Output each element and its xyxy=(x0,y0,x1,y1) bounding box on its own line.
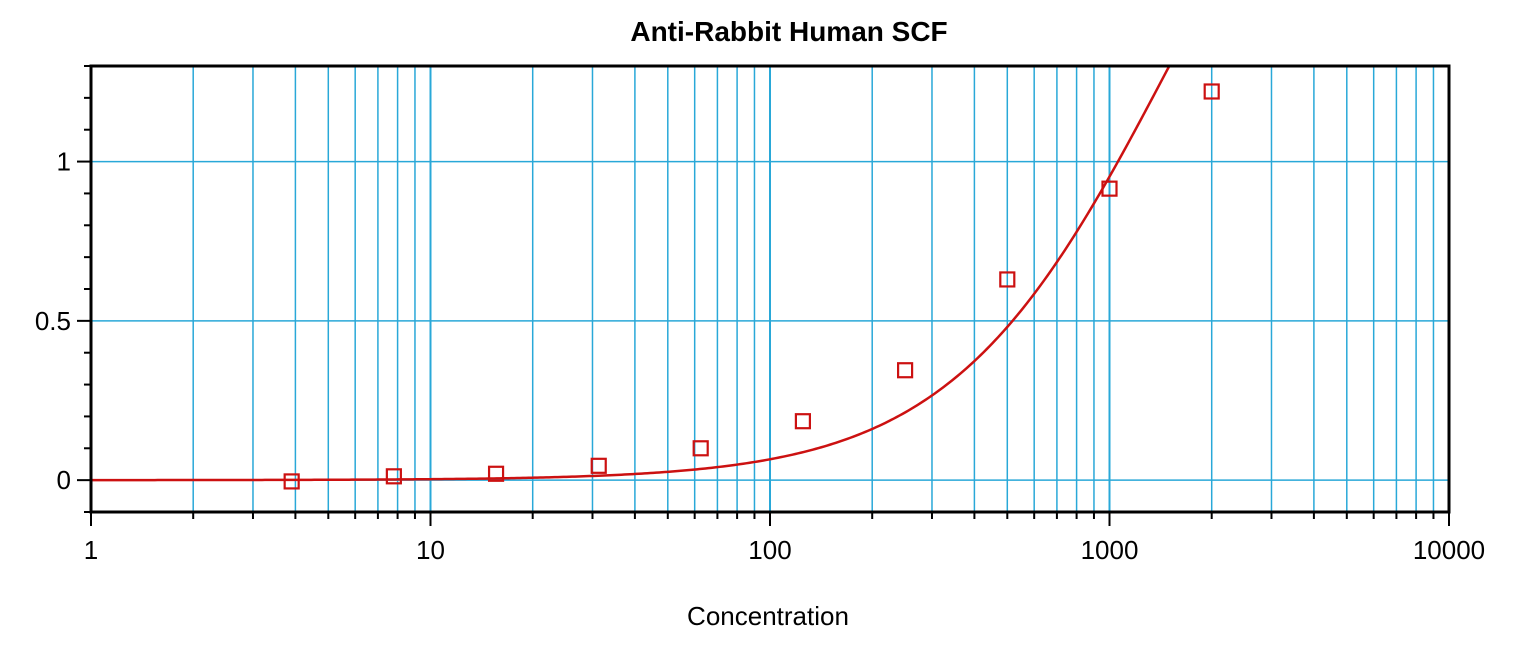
axes: 1 10 100 1000 10000 0 0.5 1 xyxy=(35,65,1485,565)
data-point xyxy=(692,440,709,457)
x-tick-label: 1 xyxy=(84,535,98,565)
data-point xyxy=(1101,180,1118,197)
x-tick-label: 10 xyxy=(416,535,445,565)
y-tick-label: 0.5 xyxy=(35,306,71,336)
data-point xyxy=(897,362,914,379)
data-point xyxy=(999,271,1016,288)
data-point xyxy=(1203,83,1220,100)
data-points xyxy=(283,83,1220,490)
data-point xyxy=(487,465,505,482)
x-axis-label: Concentration xyxy=(687,601,849,631)
grid xyxy=(91,66,1449,512)
data-point xyxy=(794,413,812,430)
y-tick-label: 0 xyxy=(57,465,71,495)
data-point xyxy=(385,468,402,485)
x-tick-label: 1000 xyxy=(1081,535,1139,565)
y-tick-label: 1 xyxy=(57,147,71,177)
data-point xyxy=(283,473,300,490)
x-tick-label: 10000 xyxy=(1413,535,1485,565)
data-point xyxy=(590,457,607,474)
chart-title: Anti-Rabbit Human SCF xyxy=(630,16,947,47)
x-tick-label: 100 xyxy=(748,535,791,565)
